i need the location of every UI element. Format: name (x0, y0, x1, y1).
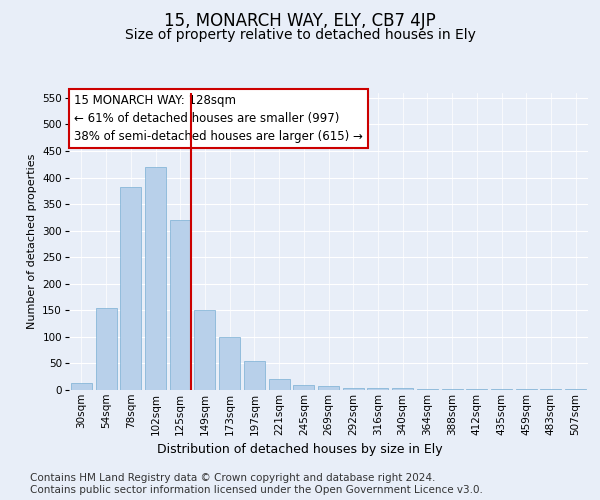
Bar (565, 389, 586, 390)
Bar (145, 167, 166, 390)
Text: Contains HM Land Registry data © Crown copyright and database right 2024.
Contai: Contains HM Land Registry data © Crown c… (30, 474, 483, 495)
Bar (120, 186, 141, 390)
Bar (194, 310, 215, 390)
Bar (95, 308, 116, 390)
Text: 15, MONARCH WAY, ELY, CB7 4JP: 15, MONARCH WAY, ELY, CB7 4JP (164, 12, 436, 30)
Bar (367, 388, 388, 390)
Bar (269, 380, 290, 390)
Bar (392, 388, 413, 390)
Text: Size of property relative to detached houses in Ely: Size of property relative to detached ho… (125, 28, 475, 42)
Bar (293, 384, 314, 390)
Bar (244, 361, 265, 390)
Text: Distribution of detached houses by size in Ely: Distribution of detached houses by size … (157, 442, 443, 456)
Y-axis label: Number of detached properties: Number of detached properties (27, 154, 37, 329)
Bar (466, 389, 487, 390)
Bar (71, 383, 92, 390)
Bar (318, 386, 339, 390)
Text: 15 MONARCH WAY: 128sqm
← 61% of detached houses are smaller (997)
38% of semi-de: 15 MONARCH WAY: 128sqm ← 61% of detached… (74, 94, 363, 143)
Bar (219, 337, 240, 390)
Bar (417, 389, 438, 390)
Bar (343, 388, 364, 390)
Bar (170, 220, 191, 390)
